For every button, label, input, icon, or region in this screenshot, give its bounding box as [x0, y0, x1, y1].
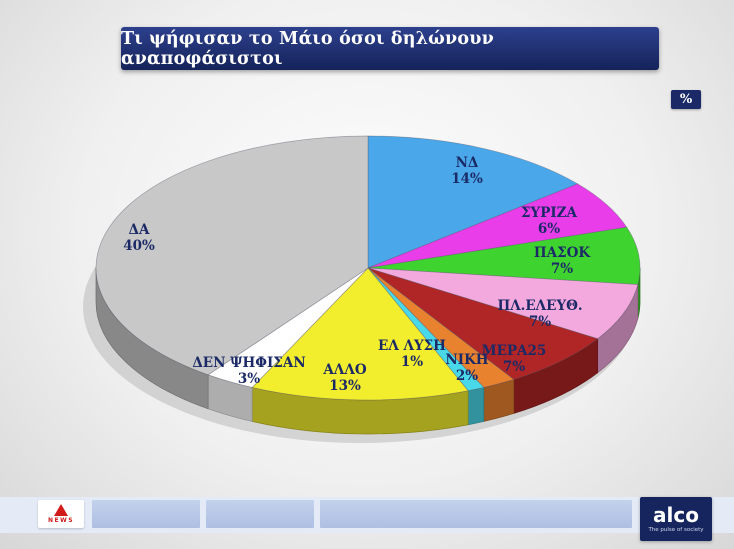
slice-label: ΠΑΣΟΚ 7%: [533, 245, 591, 277]
lower-third-placeholder-3: [320, 500, 632, 528]
pie-slice: [95, 135, 369, 376]
chart-title: Τι ψήφισαν το Μάιο όσοι δηλώνουν αναποφά…: [121, 28, 494, 69]
channel-logo-text: NEWS: [47, 517, 75, 524]
alco-logo-text: alco: [653, 503, 699, 527]
lower-third-bar: NEWS alco The pulse of society: [0, 497, 734, 541]
slice-label: ΔΕΝ ΨΗΦΙΣΑΝ 3%: [192, 355, 306, 387]
lower-third-placeholder-1: [92, 500, 200, 528]
channel-logo-icon: [54, 504, 68, 516]
alco-logo: alco The pulse of society: [640, 497, 712, 541]
pie-slice: [367, 267, 599, 380]
slice-label: ΑΛΛΟ 13%: [323, 362, 367, 394]
percent-badge: %: [671, 90, 701, 109]
pie-slice: [367, 226, 641, 285]
chart-title-banner: Τι ψήφισαν το Μάιο όσοι δηλώνουν αναποφά…: [121, 27, 659, 70]
pie-slice: [251, 267, 469, 401]
pie-slice: [367, 135, 579, 269]
slice-label: ΜΕΡΑ25 7%: [481, 343, 547, 375]
pie-slice: [367, 267, 639, 340]
slice-label: ΝΙΚΗ 2%: [445, 352, 489, 384]
slice-label: ΝΔ 14%: [451, 155, 483, 187]
lower-third-placeholder-2: [206, 500, 314, 528]
slice-label: ΕΛ ΛΥΣΗ 1%: [378, 338, 446, 370]
slice-label: ΠΛ.ΕΛΕΥΘ. 7%: [497, 298, 583, 330]
alco-tagline: The pulse of society: [648, 527, 704, 533]
pie-slice-side: [467, 386, 485, 426]
slice-label: ΣΥΡΙΖΑ 6%: [521, 205, 577, 237]
ant1-news-logo: NEWS: [38, 500, 84, 528]
slice-label: ΔΑ 40%: [123, 222, 155, 254]
